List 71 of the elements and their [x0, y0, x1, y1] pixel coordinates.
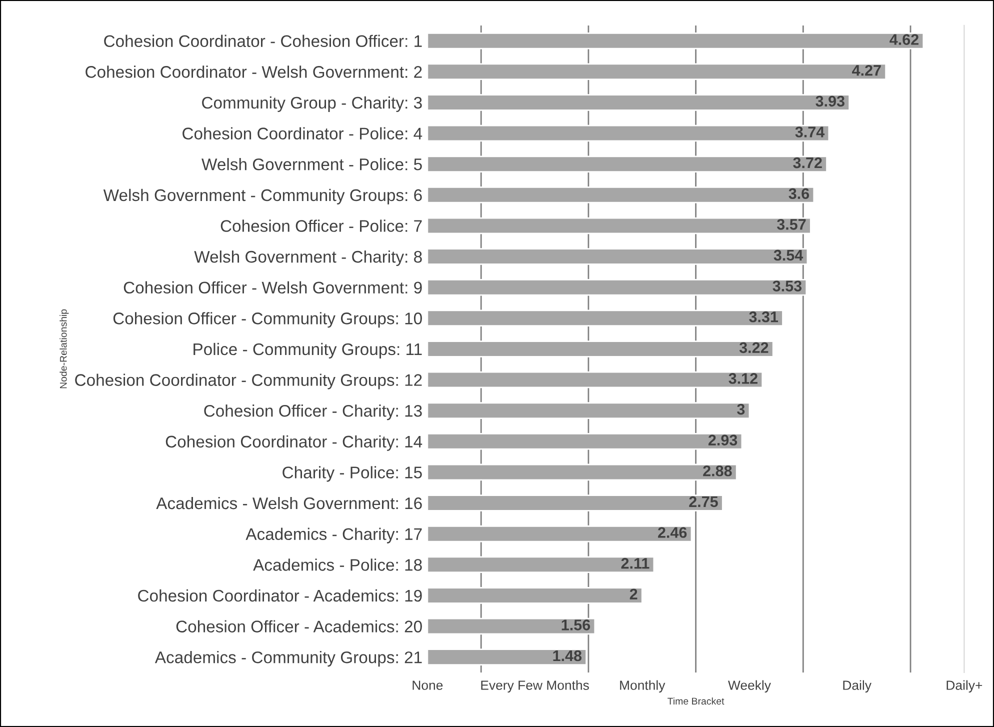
- bar: [427, 94, 850, 111]
- bar: [427, 32, 924, 50]
- text: Daily: [843, 680, 872, 693]
- text: Daily+: [946, 680, 982, 693]
- data-label: 3.31: [749, 311, 778, 322]
- bar: [427, 217, 812, 234]
- y-axis-title: Node-Relationship: [60, 309, 69, 388]
- data-label: 3.54: [774, 250, 804, 261]
- data-label: 2: [630, 588, 638, 600]
- y-tick-label: Cohesion Officer - Community Groups: 10: [113, 312, 422, 328]
- data-label: 2.93: [708, 434, 738, 446]
- data-label: 3: [737, 404, 745, 415]
- data-label: 4.27: [852, 64, 881, 76]
- bar: [427, 124, 830, 142]
- y-tick-label: Cohesion Coordinator - Academics: 19: [138, 589, 422, 602]
- data-label: 4.62: [890, 34, 918, 45]
- data-label: 2.46: [658, 527, 687, 538]
- bar: [427, 525, 692, 542]
- data-label: 1.56: [562, 620, 590, 630]
- data-label: 3.93: [816, 96, 844, 107]
- y-tick-label: Cohesion Officer - Academics: 20: [176, 620, 422, 632]
- bar: [427, 248, 808, 265]
- bar: [427, 340, 774, 358]
- data-label: 3.57: [776, 219, 806, 230]
- y-tick-label: Academics - Charity: 17: [246, 528, 422, 544]
- y-tick-label: Community Group - Charity: 3: [202, 96, 422, 112]
- data-label: 3.22: [739, 342, 768, 354]
- bar: [427, 371, 764, 388]
- bar: [427, 63, 887, 80]
- bar: [427, 556, 655, 574]
- text: Every Few Months: [481, 680, 589, 693]
- bar: [427, 494, 724, 512]
- bar: [427, 464, 738, 481]
- bar: [427, 310, 784, 327]
- y-tick-label: Cohesion Officer - Charity: 13: [204, 404, 422, 420]
- data-label: 3.12: [728, 373, 758, 384]
- bar: [427, 156, 828, 172]
- data-label: 1.48: [553, 650, 582, 662]
- y-tick-label: Welsh Government - Community Groups: 6: [103, 188, 422, 204]
- y-tick-label: Cohesion Coordinator - Charity: 14: [166, 435, 422, 451]
- text: None: [412, 680, 443, 690]
- data-label: 3.6: [788, 188, 810, 200]
- data-label: 3.74: [795, 126, 825, 138]
- bar: [427, 186, 815, 204]
- bar: [427, 278, 808, 296]
- text: Weekly: [728, 680, 771, 693]
- data-label: 3.72: [793, 157, 822, 168]
- data-label: 3.53: [772, 280, 802, 292]
- y-tick-label: Welsh Government - Charity: 8: [194, 250, 422, 266]
- y-tick-label: Cohesion Coordinator - Cohesion Officer: 1: [104, 34, 422, 48]
- y-tick-label: Police - Community Groups: 11: [194, 342, 422, 358]
- y-tick-label: Cohesion Coordinator - Welsh Government: 2: [86, 66, 422, 78]
- y-tick-label: Welsh Government - Police: 5: [202, 158, 422, 170]
- y-tick-label: Charity - Police: 15: [282, 466, 422, 482]
- bar: [427, 432, 743, 450]
- x-axis-title: Time Bracket: [668, 697, 724, 705]
- text: Monthly: [620, 680, 666, 693]
- data-label: 2.75: [689, 496, 718, 508]
- bar: [427, 618, 596, 635]
- data-label: 2.11: [621, 558, 650, 569]
- data-label: 2.88: [703, 465, 732, 476]
- y-tick-label: Academics - Welsh Government: 16: [156, 496, 422, 510]
- y-tick-label: Academics - Police: 18: [253, 558, 422, 571]
- bar: [427, 648, 587, 666]
- y-tick-label: Academics - Community Groups: 21: [154, 651, 422, 667]
- bar: [427, 587, 643, 604]
- bar: [427, 402, 750, 419]
- y-tick-label: Cohesion Officer - Police: 7: [220, 220, 422, 232]
- y-tick-label: Cohesion Coordinator - Police: 4: [182, 127, 422, 140]
- y-tick-label: Cohesion Coordinator - Community Groups: 12: [75, 374, 422, 390]
- y-tick-label: Cohesion Officer - Welsh Government: 9: [124, 281, 422, 294]
